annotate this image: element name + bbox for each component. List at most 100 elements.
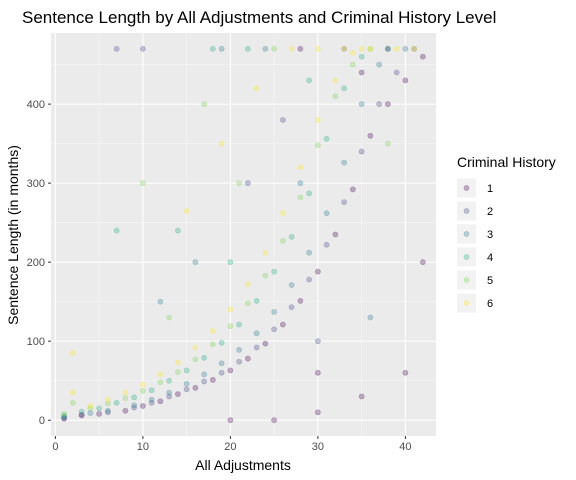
data-point-series-1 <box>314 409 321 416</box>
data-point-series-4 <box>131 394 138 401</box>
data-point-series-4 <box>78 408 85 415</box>
legend-swatch-3 <box>463 231 470 237</box>
data-point-series-2 <box>218 369 225 376</box>
data-point-series-6 <box>314 45 321 52</box>
data-point-series-1 <box>174 391 181 398</box>
data-point-series-3 <box>253 330 260 337</box>
data-point-series-6 <box>262 249 269 256</box>
data-point-series-2 <box>341 199 348 206</box>
data-point-series-6 <box>349 49 356 56</box>
data-point-series-6 <box>209 328 216 334</box>
data-point-series-4 <box>113 227 120 234</box>
data-point-series-3 <box>218 360 225 367</box>
data-point-series-1 <box>384 45 391 52</box>
data-point-series-5 <box>349 61 356 68</box>
data-point-series-1 <box>227 367 234 374</box>
data-point-series-3 <box>104 407 111 414</box>
legend-title: Criminal History <box>457 154 556 170</box>
data-point-series-6 <box>183 207 190 214</box>
data-point-series-3 <box>192 259 199 266</box>
data-point-series-1 <box>402 77 409 84</box>
data-point-series-5 <box>244 300 251 307</box>
data-point-series-1 <box>262 340 269 347</box>
y-tick-label: 400 <box>27 99 45 111</box>
data-point-series-5 <box>227 323 234 330</box>
legend-key-4 <box>457 247 476 267</box>
data-point-series-4 <box>306 190 313 197</box>
data-point-series-4 <box>166 377 173 384</box>
data-point-series-3 <box>376 61 383 68</box>
data-point-series-6 <box>332 77 339 84</box>
data-point-series-4 <box>61 412 68 419</box>
legend-key-1 <box>457 178 476 198</box>
legend-label-3: 3 <box>487 229 493 241</box>
data-point-series-4 <box>384 45 391 52</box>
data-point-series-4 <box>218 339 225 346</box>
y-tick-label: 300 <box>27 178 45 190</box>
data-points <box>61 45 426 424</box>
data-point-series-6 <box>69 350 76 356</box>
data-point-series-2 <box>279 117 286 123</box>
legend-label-1: 1 <box>487 183 493 195</box>
data-point-series-6 <box>218 140 225 147</box>
x-tick-label: 20 <box>224 441 236 453</box>
data-point-series-1 <box>419 53 426 60</box>
data-point-series-5 <box>332 93 339 100</box>
data-point-series-6 <box>341 45 348 52</box>
legend-label-6: 6 <box>487 298 493 310</box>
data-point-series-5 <box>384 140 391 147</box>
legend-swatch-4 <box>463 254 470 260</box>
data-point-series-1 <box>297 45 304 52</box>
data-point-series-2 <box>61 414 68 421</box>
data-point-series-4 <box>253 297 260 304</box>
data-point-series-5 <box>209 341 216 348</box>
data-point-series-5 <box>192 356 199 363</box>
data-point-series-6 <box>157 371 164 378</box>
data-point-series-5 <box>201 101 208 108</box>
data-point-series-5 <box>236 180 243 187</box>
data-point-series-1 <box>271 417 278 424</box>
data-point-series-3 <box>201 371 208 378</box>
data-point-series-3 <box>236 346 243 353</box>
data-point-series-3 <box>218 45 225 52</box>
data-point-series-5 <box>297 194 304 201</box>
data-point-series-4 <box>288 233 295 240</box>
data-point-series-5 <box>279 237 286 244</box>
data-point-series-1 <box>78 412 85 419</box>
data-point-series-1 <box>384 101 391 108</box>
data-point-series-1 <box>61 415 68 422</box>
data-point-series-2 <box>104 409 111 416</box>
x-tick-label: 10 <box>137 441 149 453</box>
data-point-series-5 <box>367 45 374 52</box>
data-point-series-2 <box>236 358 243 365</box>
data-point-series-6 <box>192 344 199 351</box>
data-point-series-6 <box>122 389 129 396</box>
data-point-series-3 <box>166 389 173 396</box>
data-point-series-2 <box>271 326 278 333</box>
data-point-series-5 <box>271 45 278 52</box>
data-point-series-1 <box>227 417 234 424</box>
data-point-series-3 <box>183 380 190 387</box>
data-point-series-6 <box>227 306 234 313</box>
plot-panel <box>51 33 436 436</box>
data-point-series-6 <box>411 45 418 52</box>
data-point-series-6 <box>279 210 286 217</box>
data-point-series-3 <box>358 101 365 108</box>
data-point-series-6 <box>393 45 400 52</box>
legend-label-4: 4 <box>487 252 493 264</box>
data-point-series-5 <box>69 399 76 406</box>
data-point-series-6 <box>104 396 111 403</box>
data-point-series-3 <box>271 309 278 315</box>
data-point-series-4 <box>201 354 208 361</box>
data-point-series-1 <box>367 132 374 139</box>
legend-swatch-6 <box>463 300 470 306</box>
data-point-series-5 <box>61 410 68 417</box>
legend-key-2 <box>457 201 476 221</box>
data-point-series-3 <box>323 210 330 217</box>
data-point-series-2 <box>358 148 365 155</box>
data-point-series-6 <box>288 45 295 52</box>
data-point-series-1 <box>279 321 286 328</box>
data-point-series-5 <box>139 388 146 394</box>
data-point-series-4 <box>227 259 234 266</box>
data-point-series-5 <box>174 369 181 375</box>
